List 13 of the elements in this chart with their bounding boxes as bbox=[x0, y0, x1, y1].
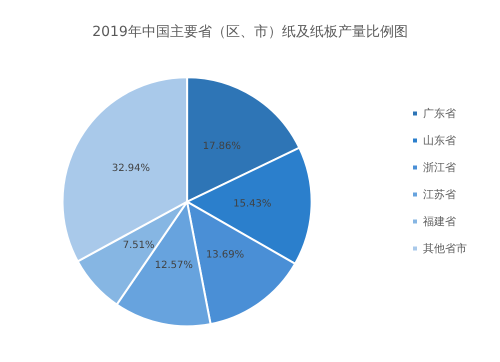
legend-label: 山东省 bbox=[423, 134, 456, 147]
data-label: 17.86% bbox=[202, 140, 241, 152]
legend-label: 其他省市 bbox=[423, 242, 467, 255]
data-label: 7.51% bbox=[122, 240, 155, 252]
data-label: 32.94% bbox=[112, 162, 150, 174]
data-label: 15.43% bbox=[233, 198, 272, 210]
legend-label: 江苏省 bbox=[423, 188, 456, 201]
legend-label: 福建省 bbox=[423, 215, 456, 228]
legend-label: 广东省 bbox=[423, 107, 456, 120]
data-label: 12.57% bbox=[154, 260, 193, 272]
chart-title: 2019年中国主要省（区、市）纸及纸板产量比例图 bbox=[92, 24, 408, 40]
data-label: 13.69% bbox=[206, 249, 244, 260]
legend-label: 浙江省 bbox=[423, 161, 456, 174]
